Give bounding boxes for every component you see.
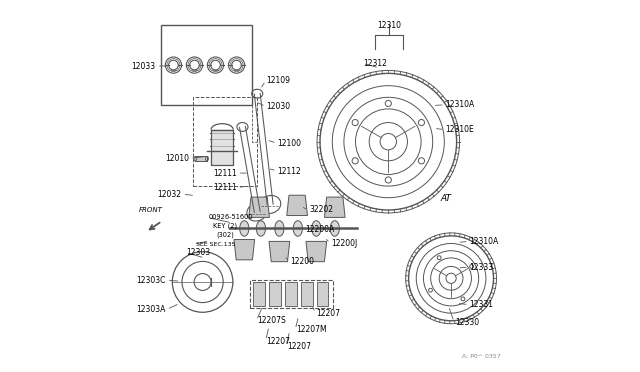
Polygon shape (269, 241, 290, 262)
Text: 12111: 12111 (213, 183, 237, 192)
Text: FRONT: FRONT (139, 207, 163, 213)
Text: 12109: 12109 (266, 76, 291, 85)
Text: 12207M: 12207M (296, 326, 326, 334)
Ellipse shape (312, 221, 321, 236)
Text: 12033: 12033 (132, 61, 156, 71)
Text: 12312: 12312 (364, 59, 387, 68)
Text: 00926-51600: 00926-51600 (209, 214, 253, 220)
Text: 12200A: 12200A (305, 225, 335, 234)
Text: 12200: 12200 (291, 257, 314, 266)
Text: 12303A: 12303A (137, 305, 166, 314)
Text: 12310E: 12310E (445, 125, 474, 134)
Bar (301, 282, 312, 306)
Ellipse shape (275, 221, 284, 236)
Polygon shape (234, 240, 255, 260)
Bar (285, 282, 297, 306)
Bar (250, 280, 333, 308)
Text: 12207: 12207 (316, 309, 340, 318)
Text: 12310A: 12310A (445, 100, 475, 109)
Text: 12112: 12112 (278, 167, 301, 176)
Bar (161, 25, 252, 105)
Polygon shape (249, 197, 269, 217)
Ellipse shape (194, 157, 196, 161)
Text: KEY (2): KEY (2) (213, 222, 237, 229)
Ellipse shape (240, 221, 249, 236)
Bar (193, 97, 257, 186)
Text: 12207S: 12207S (257, 316, 286, 325)
Polygon shape (306, 241, 326, 262)
Text: 12303: 12303 (186, 248, 211, 257)
Bar (269, 282, 281, 306)
Bar (253, 282, 265, 306)
Text: 32202: 32202 (309, 205, 333, 215)
Ellipse shape (330, 221, 339, 236)
Text: 12331: 12331 (470, 300, 493, 310)
Text: 12032: 12032 (157, 190, 182, 199)
Ellipse shape (293, 221, 303, 236)
Text: 12010: 12010 (165, 154, 189, 163)
Text: 12200J: 12200J (331, 239, 357, 248)
Bar (317, 282, 328, 306)
Bar (195, 157, 207, 161)
Polygon shape (324, 197, 345, 217)
Text: 12333: 12333 (470, 263, 493, 272)
Text: 12310A: 12310A (470, 237, 499, 246)
Text: (302): (302) (216, 231, 234, 238)
Text: 12330: 12330 (455, 318, 479, 327)
Bar (211, 129, 233, 165)
Text: 12207: 12207 (287, 342, 311, 351)
Text: A: P0^ 0357: A: P0^ 0357 (462, 354, 501, 359)
Text: 12100: 12100 (278, 139, 301, 148)
Text: 12111: 12111 (213, 169, 237, 177)
Text: SEE SEC.135: SEE SEC.135 (196, 242, 235, 247)
Text: 12310: 12310 (378, 21, 401, 30)
Text: 12303C: 12303C (137, 276, 166, 285)
Polygon shape (287, 195, 307, 215)
Text: AT: AT (440, 195, 451, 203)
Ellipse shape (256, 221, 266, 236)
Text: 12030: 12030 (266, 102, 291, 111)
Text: 12207: 12207 (266, 337, 291, 346)
